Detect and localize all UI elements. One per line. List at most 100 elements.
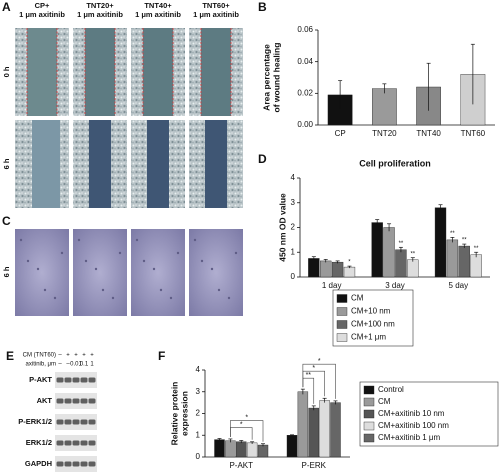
column-label: TNT20+ xyxy=(86,1,114,10)
blot-band xyxy=(88,440,96,446)
legend-label: CM+100 nm xyxy=(351,320,395,329)
cell-spot xyxy=(60,251,64,255)
bar xyxy=(371,222,383,278)
blot-band xyxy=(72,377,80,383)
blot-band xyxy=(64,398,72,404)
column-label: TNT40+ xyxy=(144,1,172,10)
cell-spot xyxy=(142,259,146,263)
bar xyxy=(236,441,247,458)
significance: * xyxy=(312,365,315,372)
panel-label: F xyxy=(158,349,165,363)
legend-swatch xyxy=(363,421,375,431)
panel-c-images xyxy=(15,229,243,316)
bar xyxy=(395,249,407,278)
y-tick-label: 1 xyxy=(291,247,296,256)
cell-spot xyxy=(43,288,47,292)
significance: * xyxy=(348,260,351,266)
blot-band xyxy=(72,440,80,446)
chart-title: Cell proliferation xyxy=(359,158,431,168)
header-label: CM (TNT60) xyxy=(23,353,56,359)
blot-band xyxy=(72,419,80,425)
y-tick-label: 0.02 xyxy=(297,88,313,97)
blot-band xyxy=(80,398,88,404)
y-tick-label: 0 xyxy=(196,452,201,461)
panel-a-images xyxy=(15,28,243,208)
legend-swatch xyxy=(363,409,375,419)
blot-band xyxy=(80,440,88,446)
blot-band xyxy=(56,440,64,446)
cell-spot xyxy=(152,267,156,271)
significance: ** xyxy=(399,241,404,247)
header-cell: – xyxy=(58,362,62,368)
header-cell: 0.1 xyxy=(80,362,89,368)
legend-label: CM+1 μm xyxy=(351,333,386,342)
blot-band xyxy=(56,419,64,425)
wound-gap xyxy=(32,120,60,208)
legend-swatch xyxy=(336,307,348,316)
header-label: axitinib, μm xyxy=(26,362,56,368)
bar xyxy=(320,260,332,278)
cell-spot xyxy=(19,238,23,242)
cell-spot xyxy=(101,288,105,292)
blot-band xyxy=(64,419,72,425)
legend-swatch xyxy=(336,333,348,342)
wound-gap xyxy=(27,28,57,116)
header-cell: + xyxy=(66,353,70,359)
bar xyxy=(319,400,330,458)
wound-gap xyxy=(147,120,169,208)
column-label: 1 μm axitinib xyxy=(135,10,181,19)
significance-bracket xyxy=(230,420,264,442)
row-label: 0 h xyxy=(2,66,11,77)
panel-label: E xyxy=(6,349,14,363)
legend-swatch xyxy=(336,294,348,303)
wound-gap xyxy=(89,120,111,208)
legend-swatch xyxy=(363,397,375,407)
x-tick-label: TNT60 xyxy=(461,129,486,138)
significance: ** xyxy=(462,238,467,244)
legend-label: CM+axitinib 10 nm xyxy=(378,409,445,418)
y-tick-label: 0 xyxy=(291,272,296,281)
significance: ** xyxy=(306,372,312,379)
cell-spot xyxy=(217,288,221,292)
panel-label: D xyxy=(258,152,267,166)
x-tick-label: P-ERK xyxy=(302,461,327,470)
legend-swatch xyxy=(363,385,375,395)
cell-image xyxy=(15,229,69,316)
blot-band xyxy=(88,377,96,383)
legend-label: CM+axitinib 100 nm xyxy=(378,421,449,430)
bar xyxy=(225,440,236,458)
bar xyxy=(470,254,482,278)
y-tick-label: 0.04 xyxy=(297,57,313,66)
x-tick-label: 1 day xyxy=(322,281,342,290)
cell-spot xyxy=(77,238,81,242)
cell-spot xyxy=(94,267,98,271)
header-cell: 1 xyxy=(90,362,94,368)
header-cell: – xyxy=(66,362,70,368)
y-tick-label: 1 xyxy=(196,430,201,439)
blot-band xyxy=(72,461,80,467)
y-tick-label: 2 xyxy=(291,223,296,232)
header-cell: + xyxy=(82,353,86,359)
cell-spot xyxy=(111,296,115,300)
panel-label: C xyxy=(2,214,11,228)
panel-label: A xyxy=(2,0,11,14)
cell-image xyxy=(189,229,243,316)
cell-spot xyxy=(26,259,30,263)
significance: * xyxy=(318,358,321,365)
significance: ** xyxy=(474,246,479,252)
panel-e-blots xyxy=(55,372,97,472)
cell-spot xyxy=(176,251,180,255)
bar xyxy=(308,407,319,458)
blot-band xyxy=(88,461,96,467)
bar xyxy=(446,239,459,278)
row-label: 6 h xyxy=(2,158,11,169)
bar xyxy=(407,259,419,278)
cell-spot xyxy=(193,238,197,242)
bar xyxy=(434,207,447,278)
significance: * xyxy=(245,414,248,421)
wound-gap xyxy=(205,120,227,208)
band-label: AKT xyxy=(37,396,53,405)
blot-band xyxy=(80,419,88,425)
cell-spot xyxy=(210,267,214,271)
